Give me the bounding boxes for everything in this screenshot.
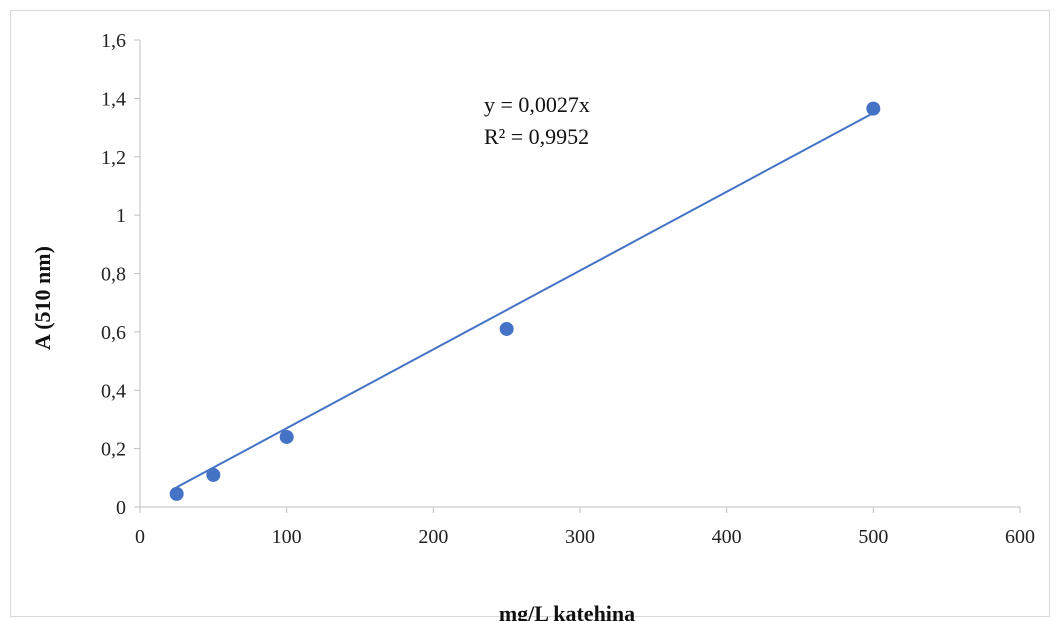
plot-area (169, 101, 881, 501)
data-point (279, 429, 294, 444)
y-tick-label: 1,2 (101, 147, 126, 169)
x-axis-title: mg/L katehina (499, 601, 635, 621)
y-tick-label: 0,8 (101, 264, 126, 286)
trendline (176, 112, 874, 489)
y-tick-label: 0,2 (101, 439, 126, 461)
x-tick-label: 300 (565, 526, 595, 548)
y-tick-label: 1,6 (101, 30, 126, 52)
data-point (866, 101, 881, 116)
y-tick-label: 0,4 (101, 380, 126, 402)
data-point (499, 321, 514, 336)
trendline-r2: R² = 0,9952 (484, 124, 589, 149)
y-tick-label: 1 (116, 205, 126, 227)
data-point (206, 467, 221, 482)
x-tick-label: 0 (135, 526, 145, 548)
x-tick-label: 400 (712, 526, 742, 548)
x-tick-label: 100 (272, 526, 302, 548)
x-tick-label: 600 (1005, 526, 1035, 548)
y-axis-title: A (510 nm) (30, 246, 55, 350)
x-tick-labels: 0 100 200 300 400 500 600 (135, 526, 1035, 548)
y-tick-label: 0,6 (101, 322, 126, 344)
data-point (169, 486, 184, 501)
y-tick-labels: 0 0,2 0,4 0,6 0,8 1 1,2 1,4 1,6 (101, 30, 126, 519)
axes (134, 39, 1021, 513)
y-tick-label: 0 (116, 497, 126, 519)
y-tick-label: 1,4 (101, 88, 126, 110)
x-tick-label: 200 (418, 526, 448, 548)
x-tick-label: 500 (858, 526, 888, 548)
trendline-equation: y = 0,0027x (484, 92, 590, 117)
